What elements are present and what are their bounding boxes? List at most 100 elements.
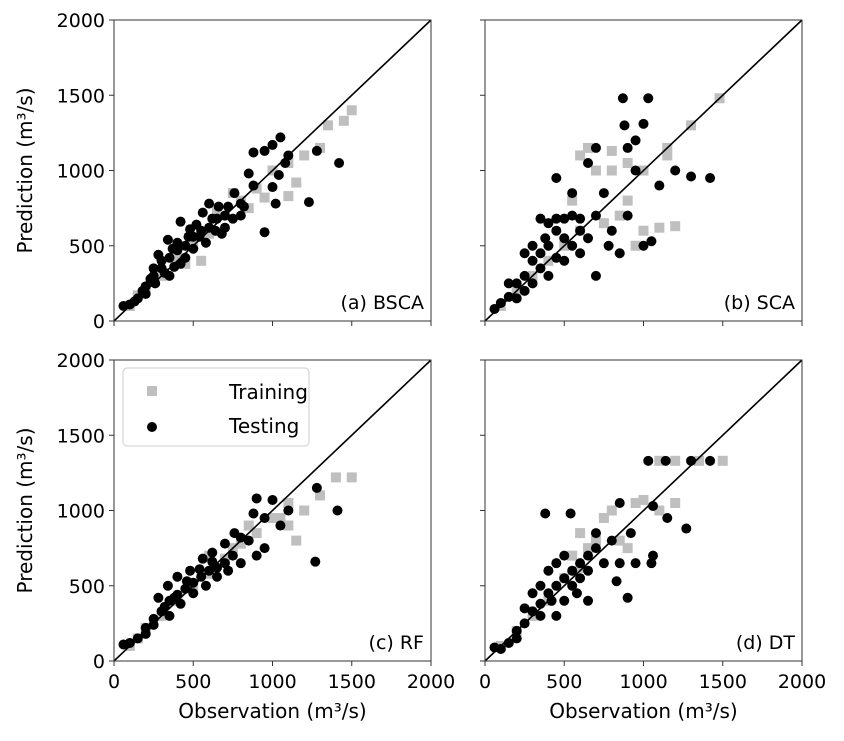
testing-point	[243, 168, 254, 179]
y-tick-label: 0	[93, 311, 105, 333]
testing-point	[575, 213, 586, 224]
testing-point	[207, 547, 218, 558]
testing-point	[334, 157, 345, 168]
testing-point	[614, 558, 625, 569]
testing-point	[188, 588, 199, 599]
testing-point	[686, 171, 697, 182]
testing-point	[662, 513, 673, 524]
testing-point	[219, 558, 230, 569]
training-point	[172, 252, 183, 263]
x-tick-label: 2000	[407, 671, 455, 693]
testing-point	[207, 556, 218, 567]
testing-point	[619, 120, 630, 131]
testing-point	[543, 270, 554, 281]
testing-point	[583, 157, 594, 168]
testing-point	[311, 145, 322, 156]
training-point	[330, 472, 341, 483]
training-point	[283, 520, 294, 531]
testing-point	[194, 231, 205, 242]
training-point	[654, 222, 665, 233]
training-point	[583, 543, 594, 554]
testing-point	[622, 210, 633, 221]
testing-point	[183, 231, 194, 242]
testing-point	[167, 243, 178, 254]
testing-point	[303, 197, 314, 208]
testing-point	[283, 505, 294, 516]
training-point	[346, 472, 357, 483]
training-point	[638, 225, 649, 236]
x-axis-label: Observation (m³/s)	[549, 699, 737, 723]
training-point	[622, 543, 633, 554]
testing-point	[194, 564, 205, 575]
training-point	[630, 240, 641, 251]
training-point	[315, 490, 326, 501]
testing-point	[191, 219, 202, 230]
testing-point	[606, 225, 617, 236]
testing-point	[169, 592, 180, 603]
testing-point	[535, 610, 546, 621]
testing-point	[551, 558, 562, 569]
training-point	[606, 145, 617, 156]
testing-point	[188, 243, 199, 254]
testing-point	[660, 455, 671, 466]
testing-point	[124, 637, 135, 648]
testing-point	[681, 523, 692, 534]
training-point	[291, 535, 302, 546]
testing-point	[229, 188, 240, 199]
testing-point	[543, 565, 554, 576]
testing-point	[267, 139, 278, 150]
testing-point	[153, 592, 164, 603]
testing-point	[551, 173, 562, 184]
testing-point	[559, 550, 570, 561]
training-point	[606, 505, 617, 516]
testing-point	[140, 628, 151, 639]
testing-point	[495, 297, 506, 308]
testing-point	[495, 643, 506, 654]
testing-point	[646, 558, 657, 569]
panel-2: (b) SCA	[480, 19, 803, 326]
training-point	[567, 195, 578, 206]
panel-label: (b) SCA	[724, 292, 795, 314]
testing-point	[503, 291, 514, 302]
testing-point	[559, 233, 570, 244]
training-point	[338, 115, 349, 126]
testing-point	[332, 505, 343, 516]
y-tick-label: 1000	[57, 501, 105, 523]
testing-point	[590, 528, 601, 539]
testing-point	[180, 240, 191, 251]
testing-point	[630, 558, 641, 569]
training-point	[598, 218, 609, 229]
testing-point	[162, 580, 173, 591]
y-tick-label: 0	[93, 651, 105, 673]
identity-line	[113, 19, 432, 322]
testing-point	[535, 213, 546, 224]
training-point	[622, 195, 633, 206]
identity-line	[484, 359, 803, 662]
x-axis-label: Observation (m³/s)	[178, 699, 366, 723]
testing-point	[197, 207, 208, 218]
training-point	[717, 455, 728, 466]
testing-point	[551, 225, 562, 236]
testing-point	[248, 147, 259, 158]
testing-point	[527, 255, 538, 266]
testing-point	[551, 213, 562, 224]
testing-point	[175, 216, 186, 227]
testing-point	[212, 571, 223, 582]
testing-point	[527, 588, 538, 599]
training-point	[590, 165, 601, 176]
training-point	[622, 157, 633, 168]
testing-point	[511, 278, 522, 289]
testing-point	[210, 225, 221, 236]
points	[118, 105, 357, 311]
testing-point	[235, 558, 246, 569]
testing-point	[571, 588, 582, 599]
testing-point	[614, 497, 625, 508]
testing-point	[503, 278, 514, 289]
testing-point	[575, 573, 586, 584]
training-point	[670, 221, 681, 232]
testing-point	[535, 580, 546, 591]
testing-point	[583, 595, 594, 606]
testing-point	[164, 270, 175, 281]
testing-point	[197, 553, 208, 564]
training-point	[606, 165, 617, 176]
